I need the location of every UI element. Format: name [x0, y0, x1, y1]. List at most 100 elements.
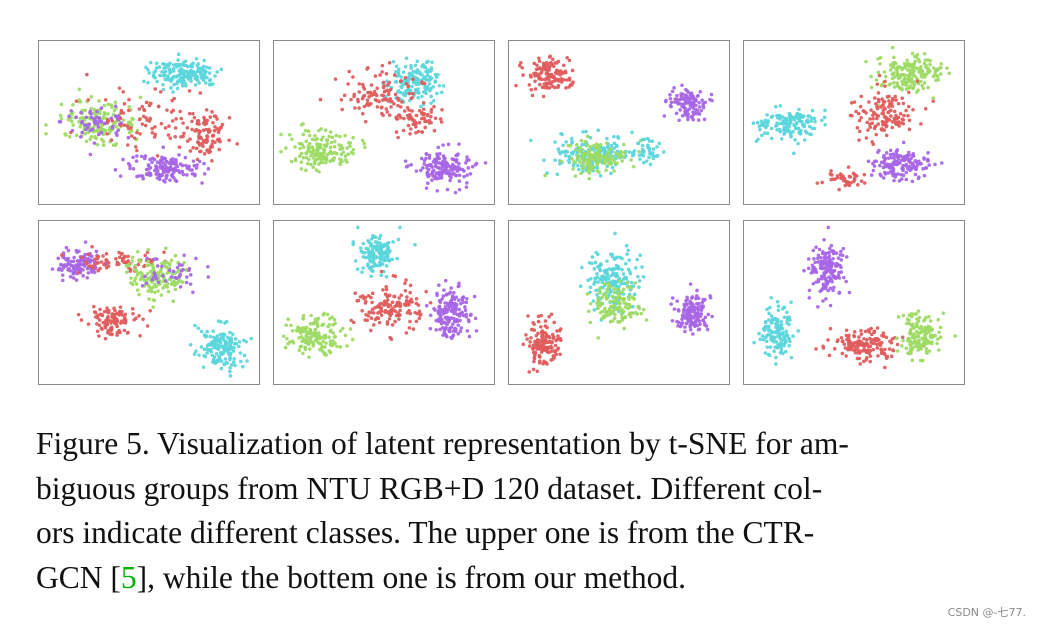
scatter-point-purple	[681, 314, 685, 319]
scatter-point-cyan	[785, 318, 789, 323]
scatter-point-cyan	[413, 63, 418, 68]
scatter-point-cyan	[149, 60, 153, 65]
scatter-point-green	[594, 142, 599, 146]
scatter-point-purple	[437, 176, 441, 180]
scatter-point-red	[432, 104, 436, 109]
scatter-point-cyan	[648, 162, 653, 167]
scatter-point-green	[109, 129, 113, 133]
scatter-point-purple	[435, 152, 439, 156]
scatter-point-green	[597, 155, 602, 159]
scatter-point-cyan	[402, 91, 406, 95]
scatter-point-green	[165, 281, 170, 286]
scatter-point-red	[847, 174, 852, 179]
scatter-point-red	[417, 316, 422, 321]
scatter-point-purple	[93, 118, 98, 123]
scatter-point-purple	[819, 265, 824, 270]
scatter-point-red	[548, 54, 553, 59]
scatter-point-red	[883, 122, 888, 127]
scatter-point-cyan	[774, 362, 778, 366]
scatter-point-green	[169, 258, 174, 263]
scatter-point-cyan	[179, 67, 184, 71]
scatter-point-red	[199, 149, 203, 154]
scatter-point-green	[570, 157, 574, 161]
scatter-point-green	[181, 280, 185, 285]
scatter-point-purple	[467, 319, 471, 324]
scatter-point-red	[842, 342, 847, 346]
scatter-point-purple	[77, 267, 82, 272]
scatter-point-purple	[154, 276, 159, 281]
scatter-point-purple	[456, 323, 460, 327]
scatter-point-red	[357, 82, 362, 86]
scatter-point-red	[103, 98, 108, 102]
scatter-point-purple	[84, 127, 88, 132]
scatter-point-red	[101, 320, 106, 325]
scatter-point-green	[617, 305, 622, 309]
scatter-point-green	[908, 68, 912, 73]
scatter-point-green	[586, 167, 591, 172]
scatter-point-green	[879, 83, 884, 88]
scatter-point-red	[365, 98, 370, 103]
scatter-point-green	[319, 127, 323, 131]
scatter-point-green	[137, 292, 141, 297]
scatter-point-red	[369, 295, 373, 300]
scatter-point-purple	[688, 327, 693, 332]
scatter-point-cyan	[240, 364, 245, 369]
scatter-point-cyan	[810, 116, 814, 121]
scatter-point-cyan	[164, 77, 169, 82]
scatter-point-cyan	[792, 118, 797, 122]
scatter-point-purple	[193, 173, 197, 178]
scatter-point-cyan	[644, 159, 649, 163]
scatter-point-green	[622, 326, 626, 331]
scatter-point-purple	[167, 161, 171, 166]
scatter-point-green	[909, 332, 914, 336]
scatter-point-green	[610, 319, 615, 323]
scatter-point-cyan	[202, 347, 207, 352]
scatter-point-green	[904, 87, 909, 91]
scatter-point-purple	[836, 256, 841, 260]
scatter-point-cyan	[757, 331, 761, 336]
scatter-point-green	[906, 351, 910, 355]
scatter-point-red	[163, 126, 168, 130]
scatter-point-cyan	[207, 71, 212, 75]
scatter-point-green	[928, 58, 932, 63]
scatter-point-green	[636, 305, 640, 309]
scatter-point-purple	[687, 107, 692, 111]
scatter-point-green	[606, 281, 611, 286]
scatter-point-purple	[446, 169, 451, 173]
scatter-point-cyan	[782, 315, 787, 319]
scatter-point-purple	[694, 103, 698, 108]
scatter-point-purple	[464, 300, 469, 305]
scatter-point-cyan	[428, 86, 433, 91]
scatter-point-green	[164, 246, 168, 251]
scatter-point-cyan	[612, 134, 616, 139]
scatter-point-green	[332, 317, 337, 322]
scatter-point-green	[167, 262, 172, 266]
scatter-plot	[50, 240, 254, 378]
scatter-point-cyan	[553, 158, 557, 163]
scatter-point-cyan	[202, 58, 207, 63]
caption-line-2: biguous groups from NTU RGB+D 120 datase…	[36, 470, 823, 506]
scatter-point-red	[210, 110, 214, 114]
scatter-point-green	[314, 168, 319, 172]
scatter-point-green	[290, 329, 295, 333]
scatter-point-red	[380, 105, 384, 110]
scatter-point-green	[589, 168, 594, 172]
scatter-point-green	[910, 51, 915, 56]
scatter-point-green	[585, 143, 590, 147]
scatter-point-red	[363, 295, 368, 300]
scatter-point-green	[920, 83, 924, 88]
scatter-point-red	[212, 114, 217, 118]
scatter-point-cyan	[780, 326, 785, 331]
scatter-point-purple	[697, 112, 702, 116]
scatter-point-green	[612, 169, 616, 173]
scatter-point-green	[133, 263, 137, 268]
scatter-point-purple	[134, 159, 139, 163]
scatter-point-red	[376, 311, 380, 315]
scatter-point-purple	[462, 169, 466, 173]
scatter-point-red	[856, 348, 860, 352]
scatter-point-red	[220, 122, 225, 127]
scatter-point-red	[158, 90, 163, 94]
scatter-point-cyan	[761, 337, 766, 342]
scatter-point-red	[205, 139, 209, 143]
scatter-point-cyan	[576, 163, 580, 168]
